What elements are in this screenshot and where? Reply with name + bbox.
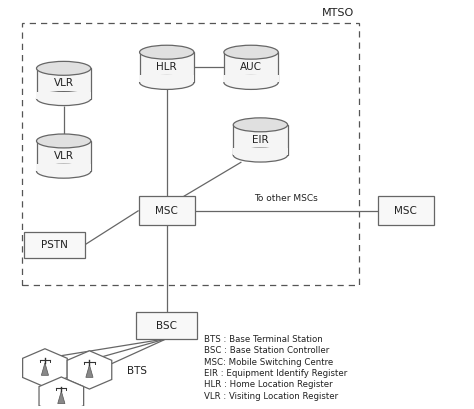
Polygon shape xyxy=(36,68,91,99)
Text: BSC: BSC xyxy=(156,321,177,330)
Polygon shape xyxy=(67,351,112,389)
Ellipse shape xyxy=(224,76,278,90)
Ellipse shape xyxy=(36,61,91,75)
Polygon shape xyxy=(224,52,278,83)
FancyBboxPatch shape xyxy=(138,196,195,225)
Text: AUC: AUC xyxy=(240,62,262,72)
Text: HLR : Home Location Register: HLR : Home Location Register xyxy=(204,380,333,389)
Ellipse shape xyxy=(36,164,91,178)
Ellipse shape xyxy=(233,148,288,162)
Text: BTS: BTS xyxy=(127,366,147,376)
Polygon shape xyxy=(223,76,279,83)
Text: MSC: MSC xyxy=(394,206,417,216)
Ellipse shape xyxy=(139,45,194,59)
Polygon shape xyxy=(139,52,194,83)
Ellipse shape xyxy=(36,134,91,148)
Polygon shape xyxy=(139,76,194,83)
Polygon shape xyxy=(233,125,288,155)
Text: VLR: VLR xyxy=(54,79,73,88)
Text: VLR: VLR xyxy=(54,151,73,161)
Text: MSC: Mobile Switching Centre: MSC: Mobile Switching Centre xyxy=(204,358,333,367)
Polygon shape xyxy=(39,377,83,409)
Text: PSTN: PSTN xyxy=(41,240,68,250)
Text: EIR : Equipment Identify Register: EIR : Equipment Identify Register xyxy=(204,369,347,378)
FancyBboxPatch shape xyxy=(137,312,197,339)
FancyBboxPatch shape xyxy=(377,196,434,225)
Polygon shape xyxy=(41,363,48,375)
Text: HLR: HLR xyxy=(156,62,177,72)
FancyBboxPatch shape xyxy=(24,232,85,258)
Text: EIR: EIR xyxy=(252,135,269,145)
Polygon shape xyxy=(36,92,91,99)
Ellipse shape xyxy=(233,118,288,132)
Polygon shape xyxy=(233,148,288,155)
Polygon shape xyxy=(86,365,93,378)
Polygon shape xyxy=(36,164,91,171)
Polygon shape xyxy=(58,391,65,404)
Ellipse shape xyxy=(224,45,278,59)
Text: VLR : Visiting Location Register: VLR : Visiting Location Register xyxy=(204,392,338,401)
Text: MSC: MSC xyxy=(155,206,178,216)
Ellipse shape xyxy=(36,92,91,106)
Polygon shape xyxy=(36,141,91,171)
Text: BTS : Base Terminal Station: BTS : Base Terminal Station xyxy=(204,335,323,344)
Text: MTSO: MTSO xyxy=(322,8,354,18)
Text: To other MSCs: To other MSCs xyxy=(255,194,318,203)
Text: BSC : Base Station Controller: BSC : Base Station Controller xyxy=(204,346,329,355)
Polygon shape xyxy=(23,349,67,387)
Ellipse shape xyxy=(139,76,194,90)
